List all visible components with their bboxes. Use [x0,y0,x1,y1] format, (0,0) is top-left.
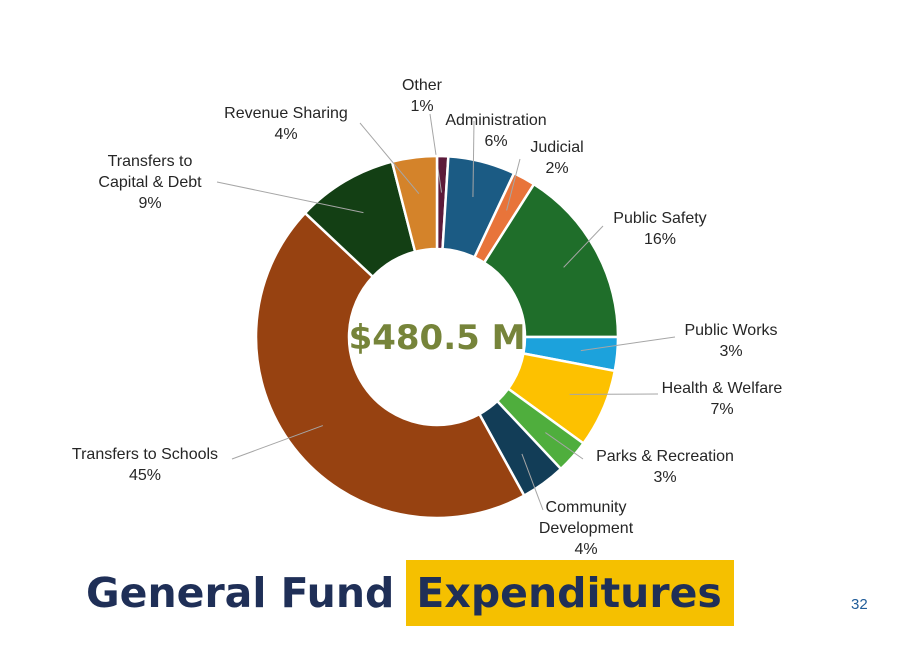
data-label-judicial: Judicial 2% [530,139,583,177]
data-label-other: Other 1% [402,77,443,115]
slide-title-part1: General Fund [86,569,395,617]
data-label-parks-recreation: Parks & Recreation 3% [596,448,734,486]
donut-slice-public-safety [482,182,620,339]
leader-line [429,113,443,193]
leader-line [545,432,584,460]
data-label-administration: Administration 6% [445,112,546,150]
leader-line [472,120,475,198]
leader-line [216,181,364,214]
data-label-health-welfare: Health & Welfare 7% [662,380,783,418]
leader-line [231,425,323,460]
slide-title: General Fund Expenditures [86,560,734,626]
donut-center-total: $480.5 M [349,318,526,358]
data-label-revenue-sharing: Revenue Sharing 4% [224,105,348,143]
leader-line [563,225,604,268]
leader-line [521,453,544,511]
data-label-community-development: Community Development 4% [539,499,634,558]
leader-line [359,122,420,194]
page-number: 32 [851,596,868,613]
data-label-transfers-to-schools: Transfers to Schools 45% [72,446,218,484]
donut-slice-revenue-sharing [390,154,439,254]
leader-line [580,336,676,352]
data-label-public-safety: Public Safety 16% [613,210,706,248]
slide-title-highlight: Expenditures [406,560,734,626]
data-label-transfers-to-capital-debt: Transfers to Capital & Debt 9% [98,153,202,212]
leader-line [506,158,521,211]
data-label-public-works: Public Works 3% [684,322,777,360]
donut-slice-transfers-to-schools [254,211,526,520]
